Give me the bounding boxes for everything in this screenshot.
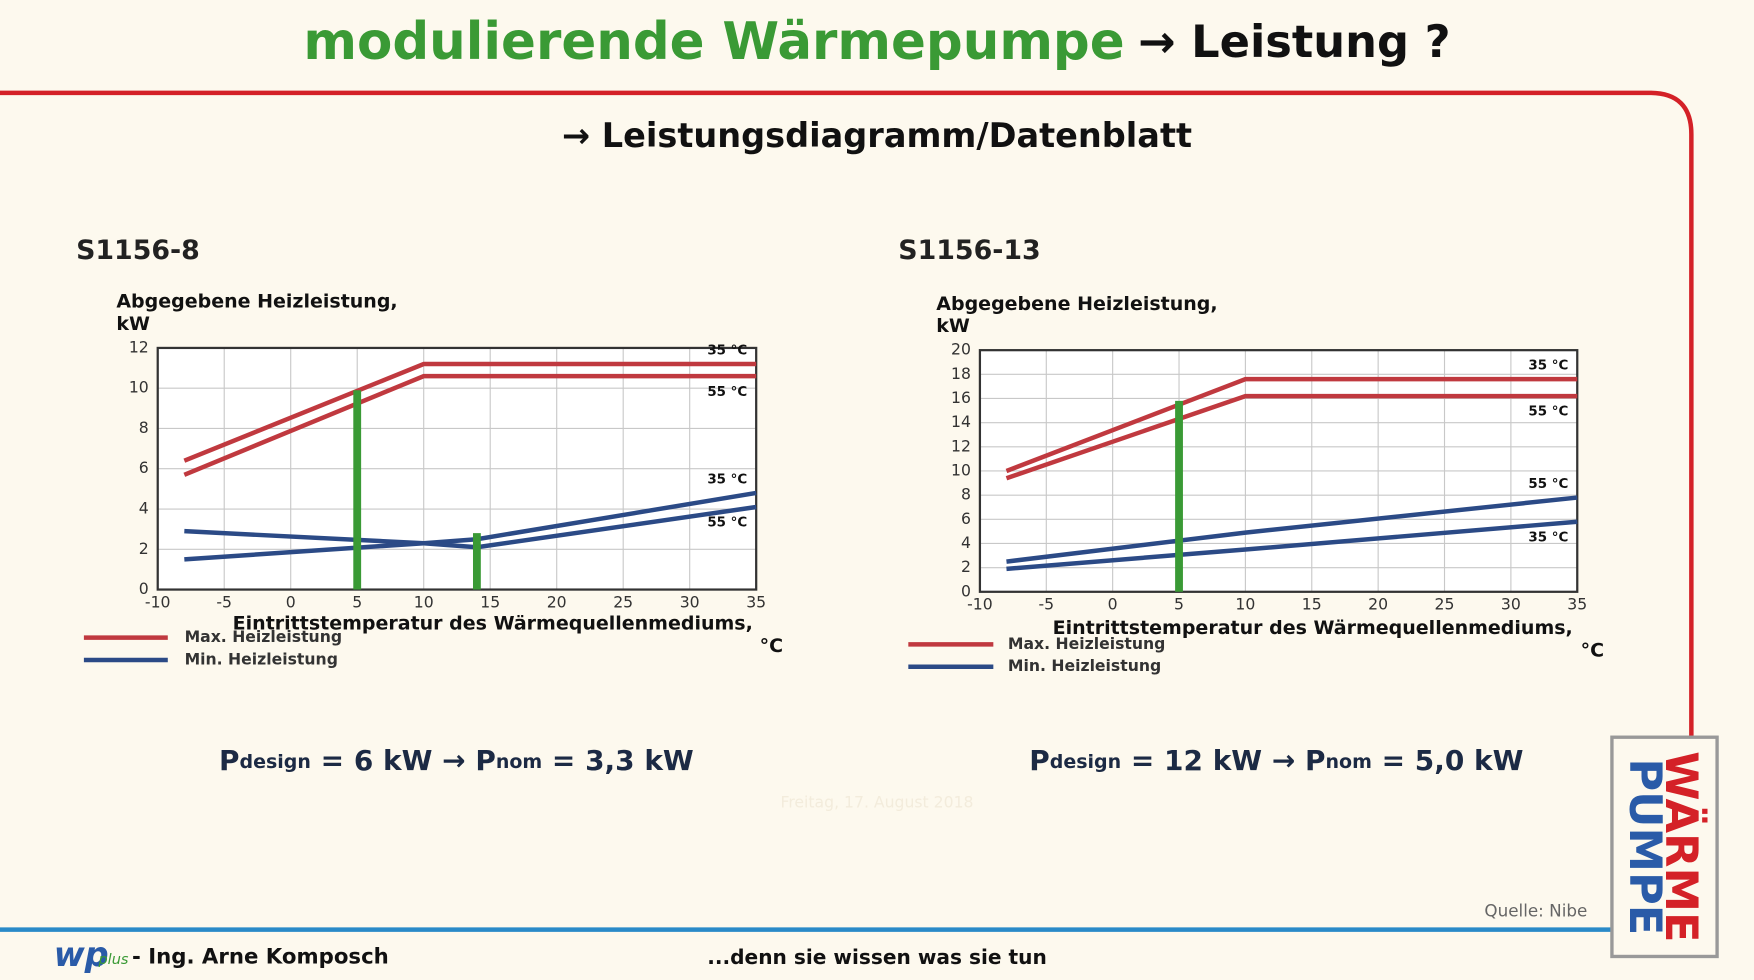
formula-symbol: P (1305, 744, 1326, 777)
formula: Pdesign = 12 kW → Pnom = 5,0 kW (1029, 744, 1523, 777)
date: Freitag, 17. August 2018 (780, 793, 973, 812)
frame-line (0, 90, 1694, 739)
series-label: 55 °C (1528, 405, 1568, 420)
series-line (184, 490, 757, 562)
badge-top: WÄRME (1655, 751, 1708, 942)
x-tick-label: 30 (680, 592, 700, 611)
series-label: 35 °C (1528, 530, 1568, 545)
y-tick-label: 0 (961, 581, 971, 600)
x-tick-label: 35 (746, 592, 766, 611)
y-tick-label: 4 (961, 533, 971, 552)
y-axis-label: kW (116, 313, 150, 335)
x-tick-label: -5 (1038, 595, 1054, 614)
y-tick-label: 8 (961, 485, 971, 504)
y-axis-label: kW (936, 315, 970, 337)
formula-text: = 12 kW → (1121, 744, 1305, 777)
formula-symbol: P (475, 744, 496, 777)
series-line (184, 504, 757, 550)
x-tick-label: 20 (1368, 595, 1388, 614)
y-tick-label: 2 (961, 557, 971, 576)
slogan: ...denn sie wissen was sie tun (707, 945, 1047, 969)
y-axis-label: Abgegebene Heizleistung, (936, 293, 1217, 315)
y-tick-label: 12 (129, 337, 149, 356)
y-tick-label: 14 (951, 412, 971, 431)
series-line (183, 361, 757, 463)
logo-sub: plus (97, 952, 128, 968)
x-tick-label: 30 (1501, 595, 1521, 614)
y-axis-label: Abgegebene Heizleistung, (116, 291, 397, 313)
x-axis-label: Eintrittstemperatur des Wärmequellenmedi… (1053, 617, 1573, 639)
logo-main: wp (54, 935, 109, 974)
x-tick-label: 25 (1435, 595, 1455, 614)
x-tick-label: 20 (547, 592, 567, 611)
x-axis-label: °C (1581, 640, 1604, 662)
series-line (1006, 495, 1578, 564)
x-axis-label: °C (760, 635, 783, 657)
title-green: modulierende Wärmepumpe (303, 12, 1124, 72)
y-tick-label: 18 (951, 364, 971, 383)
legend-label: Max. Heizleistung (185, 627, 343, 646)
series-label: 55 °C (1528, 477, 1568, 492)
x-tick-label: -5 (216, 592, 232, 611)
title-black: → Leistung ? (1138, 15, 1451, 68)
y-tick-label: 10 (951, 460, 971, 479)
series-line (183, 373, 757, 477)
source: Quelle: Nibe (1484, 901, 1587, 921)
y-tick-label: 10 (129, 378, 149, 397)
x-tick-label: 5 (1174, 595, 1184, 614)
title: modulierende Wärmepumpe → Leistung ? (303, 12, 1450, 72)
formula-symbol: P (1029, 744, 1050, 777)
x-tick-label: 5 (352, 592, 362, 611)
legend-label: Max. Heizleistung (1008, 634, 1166, 653)
x-tick-label: -10 (967, 595, 993, 614)
formula-subscript: design (1050, 750, 1121, 772)
legend-label: Min. Heizleistung (1008, 656, 1161, 675)
y-tick-label: 6 (961, 509, 971, 528)
badge-bottom: PUMPE (1619, 758, 1672, 935)
legend-label: Min. Heizleistung (185, 650, 338, 669)
formula-text: = 6 kW → (311, 744, 475, 777)
formula-subscript: design (240, 750, 311, 772)
series-label: 55 °C (707, 385, 747, 400)
x-axis-label: Eintrittstemperatur des Wärmequellenmedi… (233, 613, 753, 635)
author: - Ing. Arne Komposch (132, 945, 389, 970)
y-tick-label: 8 (139, 418, 149, 437)
y-tick-label: 6 (139, 458, 149, 477)
plot-frame (978, 349, 1579, 593)
x-tick-label: 35 (1567, 595, 1587, 614)
series-label: 35 °C (707, 472, 747, 487)
x-tick-label: 0 (286, 592, 296, 611)
y-tick-label: 12 (951, 436, 971, 455)
y-tick-label: 16 (951, 388, 971, 407)
series-line (1006, 519, 1578, 572)
formula-symbol: P (219, 744, 240, 777)
y-tick-label: 4 (139, 499, 149, 518)
formula-text: = 5,0 kW (1372, 744, 1524, 777)
series-line (1005, 393, 1578, 481)
y-tick-label: 0 (139, 579, 149, 598)
plot-frame (156, 346, 758, 591)
subtitle: → Leistungsdiagramm/Datenblatt (562, 116, 1192, 155)
x-tick-label: 10 (1235, 595, 1255, 614)
x-tick-label: 15 (480, 592, 500, 611)
chart-title: S1156-13 (898, 235, 1040, 266)
badge (1610, 735, 1719, 959)
formula-text: = 3,3 kW (542, 744, 694, 777)
series-label: 35 °C (707, 344, 747, 359)
y-tick-label: 2 (139, 539, 149, 558)
chart-title: S1156-8 (76, 235, 200, 266)
series-line (1005, 376, 1578, 474)
y-tick-label: 20 (951, 340, 971, 359)
formula-subscript: nom (496, 750, 542, 772)
x-tick-label: 15 (1302, 595, 1322, 614)
series-label: 35 °C (1528, 359, 1568, 374)
x-tick-label: 25 (613, 592, 633, 611)
formula-subscript: nom (1326, 750, 1372, 772)
series-label: 55 °C (707, 516, 747, 531)
x-tick-label: 0 (1108, 595, 1118, 614)
formula: Pdesign = 6 kW → Pnom = 3,3 kW (219, 744, 694, 777)
x-tick-label: -10 (145, 592, 171, 611)
x-tick-label: 10 (414, 592, 434, 611)
